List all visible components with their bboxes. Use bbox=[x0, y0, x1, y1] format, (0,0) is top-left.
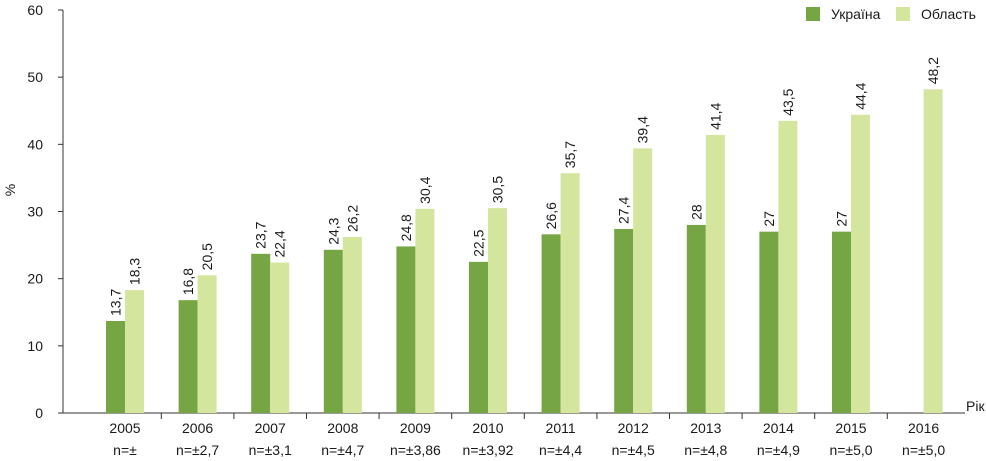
bar-oblast bbox=[125, 290, 144, 413]
data-label-ukraine: 22,5 bbox=[471, 229, 487, 256]
x-category-label: 2007 bbox=[255, 420, 286, 436]
x-sample-note: n=±5,0 bbox=[829, 442, 872, 458]
bar-ukraine bbox=[178, 300, 198, 413]
x-sample-note: n=±4,9 bbox=[757, 442, 800, 458]
data-label-ukraine: 26,6 bbox=[543, 202, 559, 229]
data-label-ukraine: 27 bbox=[761, 211, 777, 227]
y-tick-label: 10 bbox=[27, 338, 43, 354]
bar-oblast bbox=[705, 134, 725, 413]
y-axis: 0 10 20 30 40 50 60 bbox=[27, 2, 64, 421]
data-label-oblast: 20,5 bbox=[199, 243, 215, 270]
bar-ukraine bbox=[541, 234, 561, 413]
x-category-label: 2014 bbox=[763, 420, 794, 436]
x-category-label: 2012 bbox=[618, 420, 649, 436]
bar-ukraine bbox=[396, 246, 416, 413]
x-sample-note: n=± bbox=[113, 442, 137, 458]
bar-ukraine bbox=[686, 224, 706, 413]
data-label-oblast: 43,5 bbox=[780, 88, 796, 115]
legend-label: Україна bbox=[831, 6, 881, 22]
data-label-ukraine: 27 bbox=[834, 211, 850, 227]
bar-ukraine bbox=[251, 253, 271, 413]
y-tick-label: 0 bbox=[35, 405, 43, 421]
legend: Україна Область bbox=[806, 6, 976, 22]
data-label-oblast: 30,5 bbox=[490, 176, 506, 203]
bar-ukraine bbox=[759, 231, 779, 413]
data-label-oblast: 41,4 bbox=[707, 102, 723, 129]
y-tick-label: 30 bbox=[27, 204, 43, 220]
bar-ukraine bbox=[614, 228, 634, 413]
legend-label: Область bbox=[921, 6, 976, 22]
data-label-oblast: 26,2 bbox=[344, 205, 360, 232]
data-label-oblast: 44,4 bbox=[853, 82, 869, 109]
x-category-label: 2009 bbox=[400, 420, 431, 436]
bar-ukraine bbox=[832, 231, 851, 413]
y-tick-label: 40 bbox=[27, 136, 43, 152]
bar-ukraine bbox=[469, 261, 488, 413]
x-axis-title: Рік bbox=[966, 398, 985, 414]
x-axis: 2005 n=± 2006 n=±2,7 2007 n=±3,1 2008 n=±4,7 200… bbox=[63, 412, 965, 458]
data-label-ukraine: 27,4 bbox=[616, 197, 632, 224]
bar-oblast bbox=[923, 89, 943, 414]
x-category-label: 2005 bbox=[109, 420, 140, 436]
x-category-label: 2015 bbox=[835, 420, 866, 436]
bar-oblast bbox=[851, 114, 870, 413]
x-sample-note: n=±4,8 bbox=[684, 442, 727, 458]
data-labels: 13,7 16,8 23,7 24,3 24,8 22,5 26,6 27,4 28 27 27 18… bbox=[108, 57, 942, 316]
data-label-ukraine: 13,7 bbox=[108, 289, 124, 316]
data-label-ukraine: 28 bbox=[688, 204, 704, 220]
data-label-ukraine: 24,3 bbox=[325, 217, 341, 244]
data-label-oblast: 30,4 bbox=[417, 176, 433, 203]
bar-oblast bbox=[778, 120, 798, 413]
y-tick-label: 20 bbox=[27, 271, 43, 287]
x-category-label: 2010 bbox=[472, 420, 503, 436]
x-sample-note: n=±3,1 bbox=[249, 442, 292, 458]
x-category-label: 2006 bbox=[182, 420, 213, 436]
bar-oblast bbox=[270, 262, 290, 413]
x-sample-note: n=±4,5 bbox=[612, 442, 655, 458]
data-label-oblast: 39,4 bbox=[635, 116, 651, 143]
bar-oblast bbox=[488, 208, 507, 413]
x-category-label: 2016 bbox=[908, 420, 939, 436]
bar-oblast bbox=[342, 237, 362, 413]
bar-oblast bbox=[197, 275, 217, 413]
y-tick-label: 60 bbox=[27, 2, 43, 18]
x-category-label: 2008 bbox=[327, 420, 358, 436]
y-axis-title: % bbox=[2, 184, 18, 196]
x-sample-note: n=±4,4 bbox=[539, 442, 582, 458]
data-label-oblast: 18,3 bbox=[127, 258, 143, 285]
data-label-oblast: 35,7 bbox=[562, 141, 578, 168]
x-sample-note: n=±2,7 bbox=[176, 442, 219, 458]
x-sample-note: n=±3,92 bbox=[463, 442, 514, 458]
bar-ukraine bbox=[323, 249, 343, 413]
legend-swatch bbox=[806, 7, 820, 21]
y-tick-label: 50 bbox=[27, 69, 43, 85]
data-label-ukraine: 16,8 bbox=[180, 268, 196, 295]
bar-oblast bbox=[415, 208, 435, 413]
data-label-ukraine: 24,8 bbox=[398, 214, 414, 241]
bar-oblast bbox=[560, 173, 580, 413]
x-sample-note: n=±3,86 bbox=[390, 442, 441, 458]
bars bbox=[106, 89, 943, 414]
data-label-ukraine: 23,7 bbox=[253, 221, 269, 248]
bar-ukraine bbox=[106, 320, 125, 413]
data-label-oblast: 48,2 bbox=[925, 57, 941, 84]
data-label-oblast: 22,4 bbox=[272, 230, 288, 257]
x-sample-note: n=±5,0 bbox=[902, 442, 945, 458]
legend-swatch bbox=[896, 7, 910, 21]
x-sample-note: n=±4,7 bbox=[321, 442, 364, 458]
x-category-label: 2013 bbox=[690, 420, 721, 436]
x-category-label: 2011 bbox=[546, 420, 576, 436]
bar-oblast bbox=[633, 148, 653, 413]
